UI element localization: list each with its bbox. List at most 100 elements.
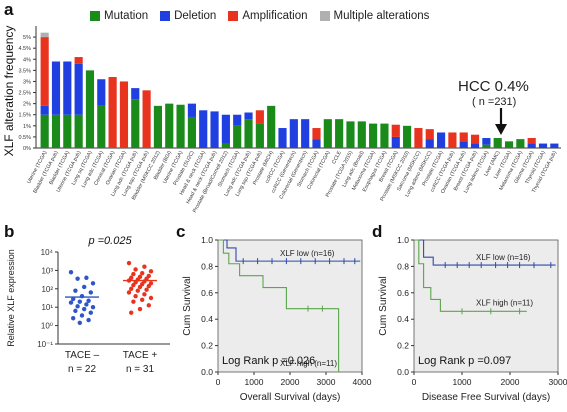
b-dot <box>142 292 147 297</box>
a-bar-amplification <box>255 110 264 124</box>
a-bar-mutation <box>357 121 366 148</box>
chart-legend: Mutation Deletion Amplification Multiple… <box>90 10 429 22</box>
a-y-axis-title: XLF alteration frequency <box>2 26 16 157</box>
chart-c-overall-survival: 0.0 0.2 0.4 0.6 0.8 1.0 0 1000 2000 3000 4000 Overa… <box>182 235 372 403</box>
a-bar-mutation <box>267 105 276 148</box>
b-dot <box>146 283 151 289</box>
c-x-tick-label: 4000 <box>353 377 372 387</box>
b-dot <box>82 306 87 312</box>
c-y-tick-label: 0.6 <box>201 288 213 298</box>
a-bar-deletion <box>131 88 140 100</box>
a-bar-deletion <box>312 139 321 148</box>
b-y-axis-title: Relative XLF expression <box>6 249 16 347</box>
legend-label-multiple: Multiple alterations <box>333 10 430 22</box>
legend-label-deletion: Deletion <box>174 10 217 22</box>
a-bar-mutation <box>40 114 49 148</box>
a-bar-amplification <box>391 124 400 137</box>
a-bar-mutation <box>74 114 83 148</box>
c-x-tick-label: 3000 <box>317 377 336 387</box>
legend-item-multiple: Multiple alterations <box>319 10 430 22</box>
b-y-tick-label: 10⁴ <box>41 248 54 257</box>
a-bar-mutation <box>244 119 253 148</box>
b-dot <box>137 306 143 312</box>
a-bar-amplification <box>414 128 423 148</box>
a-bar-mutation <box>233 125 242 148</box>
b-dot <box>71 316 76 321</box>
d-series-label: XLF high (n=11) <box>476 298 533 307</box>
a-bar-deletion <box>538 143 548 148</box>
b-dot <box>82 284 87 290</box>
d-y-tick-label: 0.2 <box>397 341 409 351</box>
a-bar-deletion <box>97 79 106 106</box>
panel-letter-a: a <box>4 0 14 19</box>
c-y-tick-label: 0.8 <box>201 261 213 271</box>
b-dot <box>137 284 143 290</box>
b-dot <box>148 295 154 301</box>
a-y-tick-label: 3% <box>23 79 31 85</box>
a-y-tick-label: 5% <box>23 35 31 41</box>
b-pvalue: p =0.025 <box>87 235 132 247</box>
a-bar-mutation <box>482 144 491 148</box>
a-bar-deletion <box>187 103 196 117</box>
d-y-tick-label: 0.8 <box>397 261 409 271</box>
legend-label-mutation: Mutation <box>104 10 149 22</box>
a-bar-mutation <box>63 114 72 148</box>
a-bar-deletion <box>199 110 208 148</box>
b-dot <box>140 270 145 276</box>
a-bar-mutation <box>380 123 389 148</box>
d-plot-area <box>413 239 559 373</box>
b-dot <box>86 317 91 323</box>
a-bar-mutation <box>153 105 163 148</box>
a-y-tick-label: 1% <box>23 124 31 130</box>
b-dot <box>71 296 76 302</box>
b-dot <box>131 271 136 277</box>
a-bar-amplification <box>142 90 151 148</box>
a-bar-deletion <box>459 141 468 148</box>
b-dot <box>144 287 149 292</box>
chart-d-disease-free-survival: 0.0 0.2 0.4 0.6 0.8 1.0 0 1000 2000 3000 Disease F… <box>378 235 567 403</box>
a-bar-deletion <box>550 143 559 148</box>
b-x-tick-label: TACE – <box>65 350 100 361</box>
a-bar-deletion <box>289 119 298 148</box>
b-n-label: n = 22 <box>68 364 97 375</box>
b-dot <box>140 297 145 303</box>
a-bar-mutation <box>493 138 502 148</box>
legend-label-amplification: Amplification <box>242 10 308 22</box>
a-bar-amplification <box>312 128 321 140</box>
b-dot <box>75 304 80 309</box>
a-bar-multiple-alterations <box>40 32 49 38</box>
b-dot <box>131 299 136 304</box>
b-y-tick-label: 10⁻¹ <box>37 340 53 349</box>
b-dot <box>148 269 154 274</box>
c-x-tick-label: 2000 <box>281 377 300 387</box>
c-x-tick-label: 1000 <box>245 377 264 387</box>
b-y-tick-label: 10² <box>41 285 53 294</box>
b-dot <box>88 310 94 315</box>
a-bar-amplification <box>527 138 536 144</box>
a-bar-deletion <box>63 61 72 115</box>
a-bar-deletion <box>210 111 219 148</box>
a-bar-mutation <box>403 125 412 148</box>
c-plot-area <box>217 239 363 373</box>
a-bar-mutation <box>369 123 378 148</box>
b-dot <box>77 320 83 326</box>
c-y-tick-label: 0.0 <box>201 367 213 377</box>
b-dot <box>73 288 78 293</box>
b-dot <box>84 302 89 307</box>
a-bar-deletion <box>391 136 400 148</box>
c-x-axis-title: Overall Survival (days) <box>240 392 341 403</box>
c-y-axis-title: Cum Survival <box>182 276 193 335</box>
legend-item-mutation: Mutation <box>90 10 148 22</box>
a-bar-deletion <box>301 119 310 148</box>
a-bar-mutation <box>85 70 95 148</box>
legend-swatch-amplification <box>228 11 239 21</box>
b-n-label: n = 31 <box>126 364 155 375</box>
b-dot <box>131 282 136 288</box>
chart-b-xlf-expression: 10⁻¹ 10⁰ 10¹ 10² 10³ 10⁴ Relative XLF expressi… <box>6 235 170 375</box>
b-dot <box>68 300 74 305</box>
a-bar-deletion <box>233 114 242 126</box>
a-y-tick-label: 1.5% <box>18 113 31 119</box>
a-bar-mutation <box>504 141 514 148</box>
a-bar-deletion <box>527 143 536 148</box>
a-y-tick-label: 0% <box>23 146 31 152</box>
